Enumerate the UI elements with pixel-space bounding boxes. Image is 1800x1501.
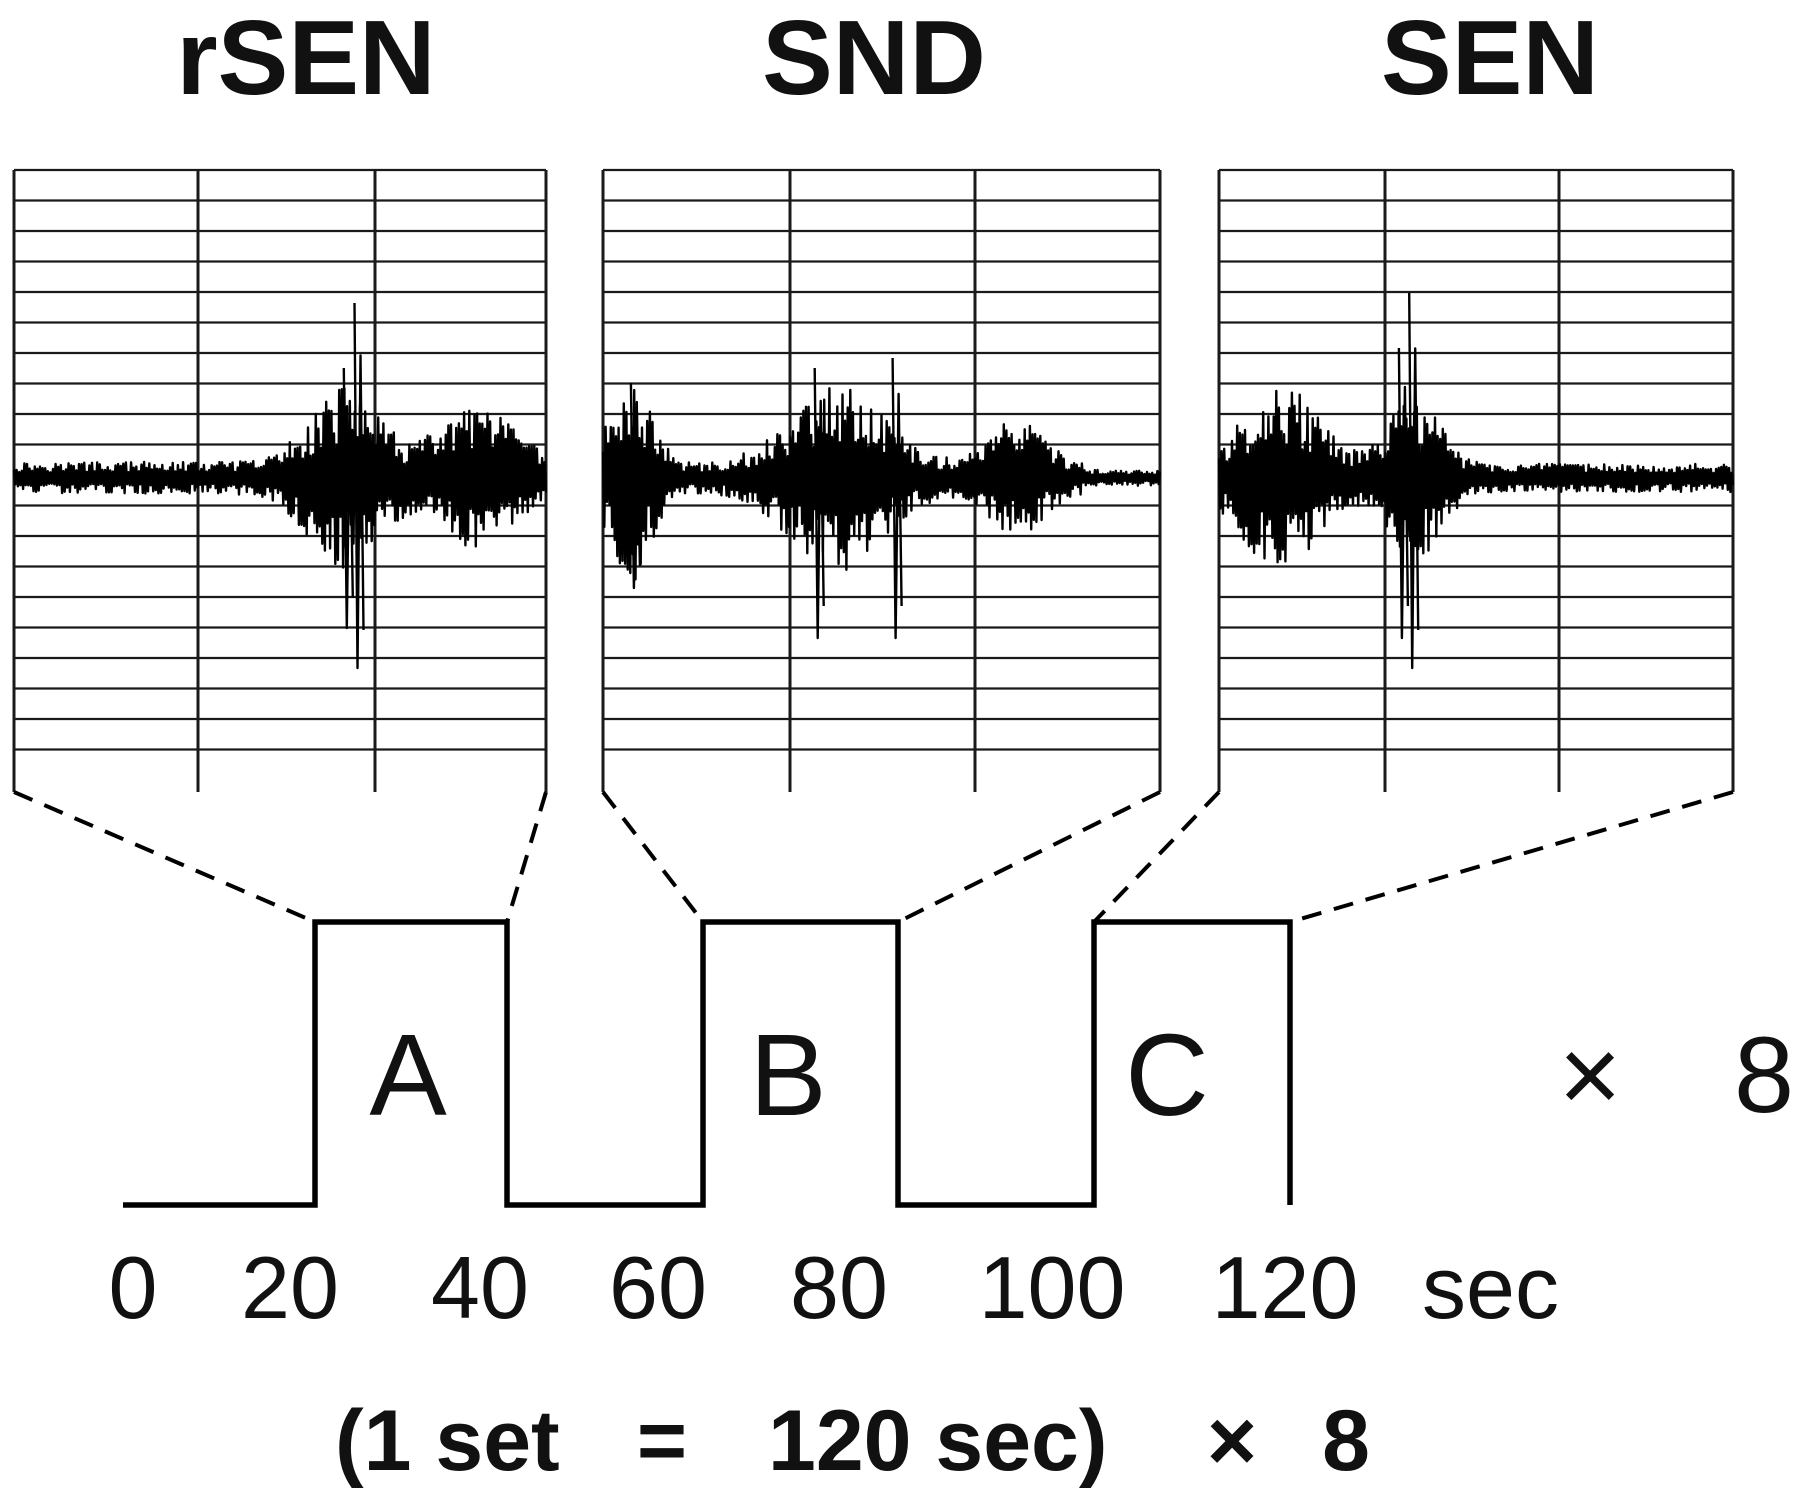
waveform-spike: [353, 302, 365, 670]
panel-title-snd: SND: [762, 0, 986, 117]
tick-label: 40: [431, 1238, 529, 1337]
block-timeline: [123, 919, 1293, 1208]
zoom-connector-a-left: [13, 790, 316, 924]
waveform-trace: [1217, 389, 1735, 564]
block-label-a: A: [369, 1010, 447, 1140]
waveform-spike: [1397, 347, 1410, 640]
waveform-panel-rsen: [12, 168, 548, 792]
block-label-c: C: [1125, 1010, 1209, 1140]
panel-title-sen: SEN: [1381, 0, 1599, 117]
zoom-connector-c-left: [1092, 790, 1221, 924]
panel-title-rsen: rSEN: [176, 0, 435, 117]
waveform-panel-snd: [601, 168, 1162, 792]
zoom-connector-b-left: [601, 790, 705, 924]
tick-label: 80: [790, 1238, 888, 1337]
waveform-spike: [891, 357, 903, 640]
waveform-panel-sen: [1217, 168, 1735, 792]
zoom-connector-b-right: [897, 790, 1161, 924]
tick-label: 0: [109, 1238, 158, 1337]
zoom-connector-c-right: [1289, 790, 1734, 924]
waveform-trace: [601, 387, 1162, 581]
waveform-spike: [813, 367, 825, 640]
summary-times: ×: [1207, 1393, 1257, 1489]
block-label-b: B: [749, 1010, 826, 1140]
repeat-count: 8: [1734, 1014, 1794, 1135]
tick-label: 120: [1212, 1238, 1359, 1337]
waveform-spike: [342, 367, 354, 630]
waveform-spike: [1408, 292, 1420, 670]
summary-duration: 120 sec): [768, 1393, 1108, 1489]
repeat-times-symbol: ×: [1558, 1014, 1621, 1135]
tick-label: 60: [609, 1238, 707, 1337]
summary-open: (1 set: [335, 1393, 560, 1489]
tick-label: 100: [979, 1238, 1126, 1337]
time-unit-label: sec: [1422, 1238, 1559, 1337]
summary-equals: =: [637, 1393, 687, 1489]
waveform-trace: [12, 387, 548, 569]
zoom-connector-a-right: [505, 791, 548, 923]
tick-label: 20: [241, 1238, 339, 1337]
summary-count: 8: [1322, 1393, 1370, 1489]
waveform-spike: [629, 382, 642, 590]
